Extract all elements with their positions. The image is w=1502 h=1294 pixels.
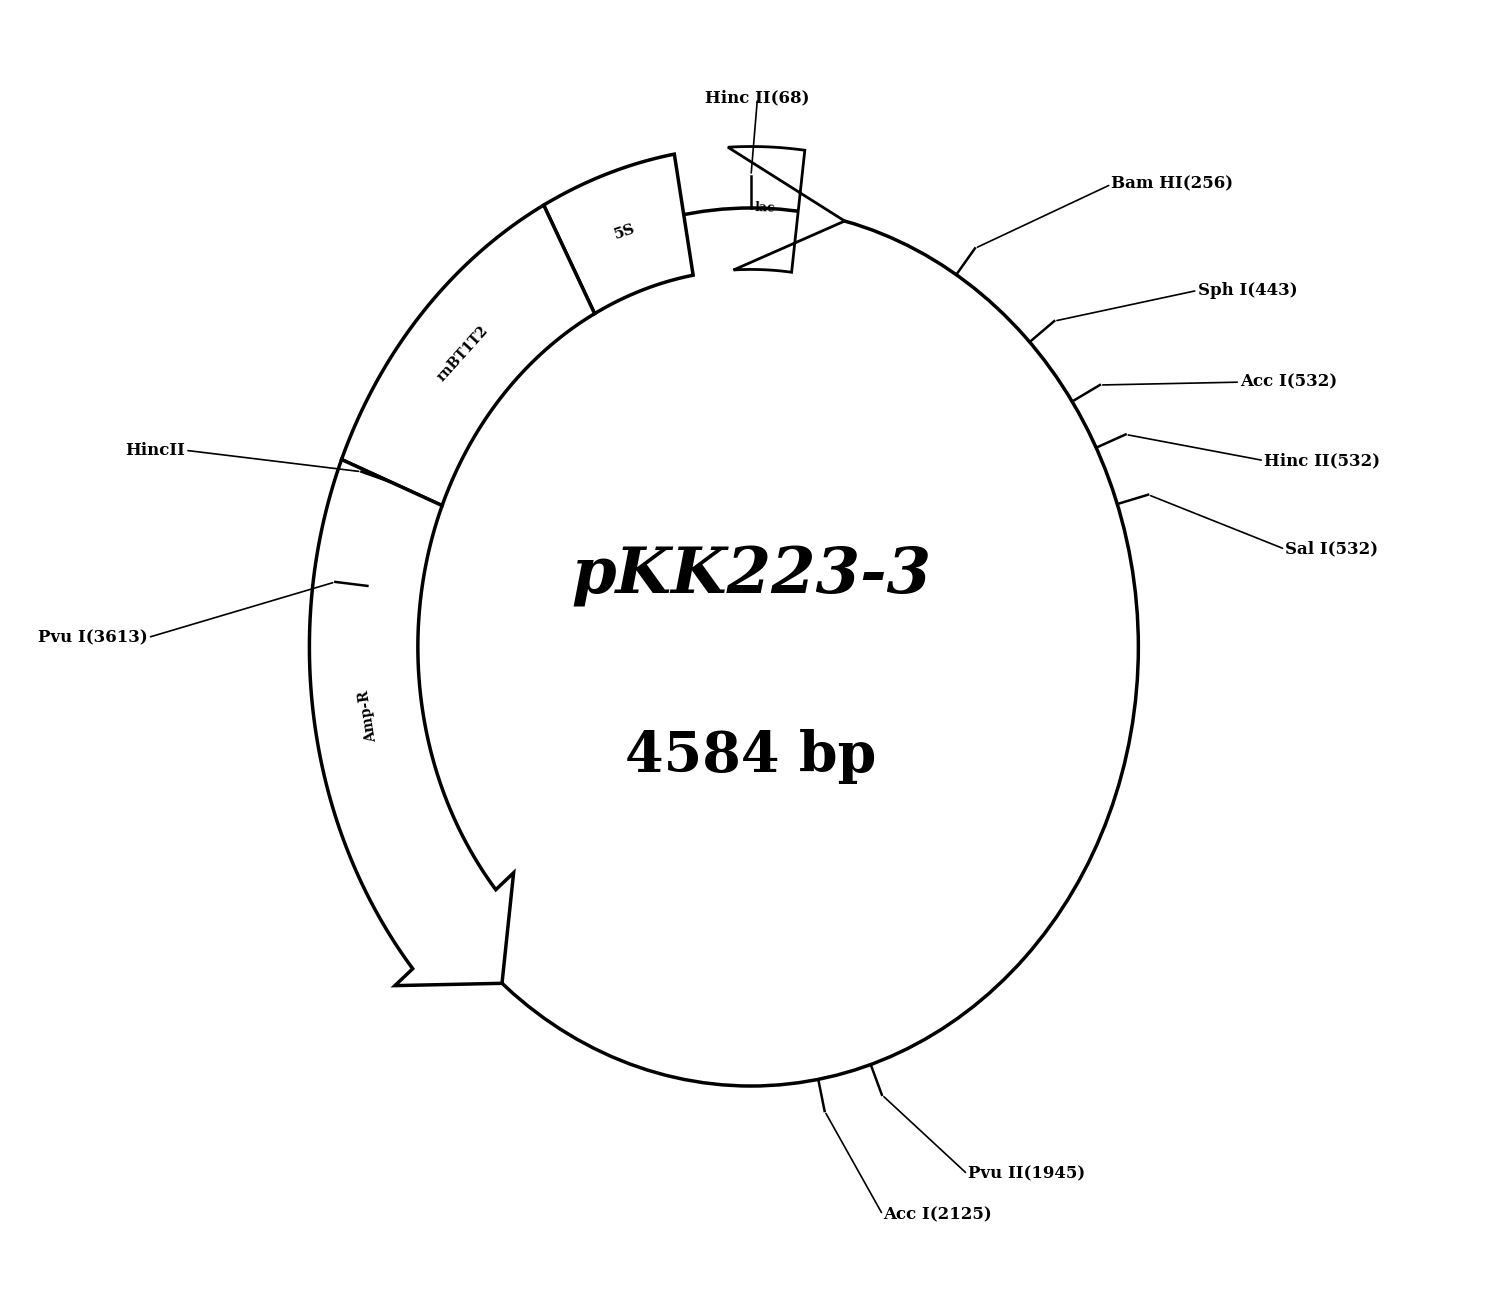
Text: Pvu I(3613): Pvu I(3613): [38, 629, 147, 646]
Text: Sal I(532): Sal I(532): [1286, 541, 1379, 558]
Text: Hinc II(532): Hinc II(532): [1265, 452, 1380, 470]
Text: Pvu II(1945): Pvu II(1945): [967, 1166, 1084, 1183]
Text: Bam HI(256): Bam HI(256): [1111, 176, 1233, 193]
Text: 5S: 5S: [613, 221, 637, 242]
Text: Hinc II(68): Hinc II(68): [706, 89, 810, 106]
Polygon shape: [341, 206, 595, 506]
Text: Sph I(443): Sph I(443): [1197, 282, 1298, 299]
Text: pKK223-3: pKK223-3: [571, 545, 931, 607]
Text: HincII: HincII: [125, 441, 185, 459]
Text: Acc I(2125): Acc I(2125): [883, 1206, 991, 1223]
Text: 4584 bp: 4584 bp: [625, 730, 877, 784]
Polygon shape: [309, 459, 514, 986]
Polygon shape: [544, 154, 692, 313]
Text: lac: lac: [754, 202, 775, 215]
Text: rnBT1T2: rnBT1T2: [436, 324, 491, 383]
Polygon shape: [728, 146, 844, 272]
Text: Amp-R: Amp-R: [357, 688, 380, 743]
Text: Acc I(532): Acc I(532): [1241, 374, 1337, 391]
